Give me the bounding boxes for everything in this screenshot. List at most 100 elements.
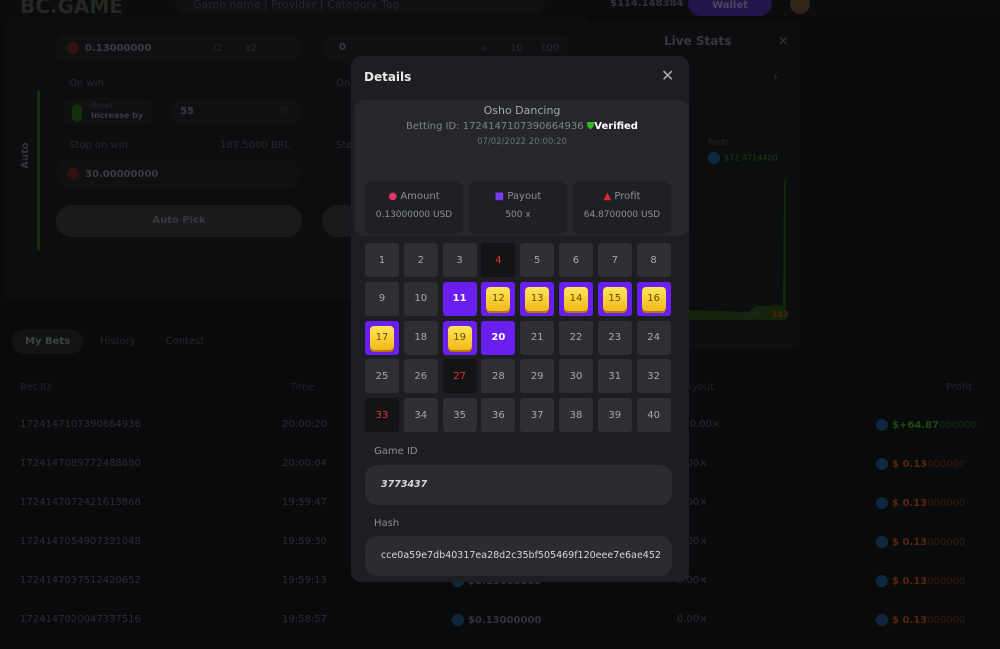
tab-my-bets[interactable]: My Bets <box>12 329 84 354</box>
col-time: Time <box>290 382 315 393</box>
on-loss-label: On <box>336 78 351 89</box>
live-stats-close[interactable]: ✕ <box>778 34 789 48</box>
profit-icon: ▲ <box>603 191 612 202</box>
cell[interactable]: 23 <box>597 320 632 355</box>
gem-icon: 17 <box>370 325 394 350</box>
cell[interactable]: 30 <box>558 359 593 394</box>
cell[interactable]: 3 <box>442 243 477 277</box>
cell[interactable]: 26 <box>403 359 438 394</box>
live-stats-title: Live Stats <box>664 34 732 48</box>
betting-id: Betting ID: 1724147107390664936 ⛊Verifie… <box>406 121 638 132</box>
time-cell: 20:00:04 <box>282 458 327 469</box>
bets-10[interactable]: 10 <box>510 43 523 54</box>
cell[interactable]: 25 <box>365 359 399 394</box>
tab-history[interactable]: History <box>100 336 136 347</box>
col-payout: Payout <box>680 382 715 393</box>
bet-id-cell: 1724147020047337516 <box>20 614 141 625</box>
cell[interactable]: 6 <box>558 243 593 277</box>
cell[interactable]: 38 <box>558 398 593 433</box>
stop-on-win-input[interactable]: 30.00000000 <box>57 160 300 188</box>
bet-id-cell: 1724147072421613868 <box>20 497 141 508</box>
modal-title: Details <box>364 70 412 84</box>
cell[interactable]: 8 <box>636 243 671 277</box>
cell[interactable]: 40 <box>636 398 671 433</box>
coin-icon <box>708 152 720 164</box>
bet-datetime: 07/02/2022 20:00:20 <box>477 137 567 147</box>
cell[interactable]: 21 <box>520 320 555 355</box>
profit-cell: $ 0.13000000 <box>876 575 965 587</box>
on-win-toggle[interactable]: Reset Increase by <box>62 98 154 126</box>
logo[interactable]: BC.GAME <box>20 0 123 18</box>
auto-pick-button[interactable]: Auto Pick <box>56 205 302 237</box>
cell-hit[interactable]: 14 <box>558 281 593 316</box>
tab-contest[interactable]: Contest <box>165 336 205 347</box>
gem-icon: 13 <box>525 286 550 311</box>
close-icon[interactable]: ✕ <box>661 66 675 85</box>
balance: $114.148384 <box>610 0 684 9</box>
bet-id-cell: 1724147107390664936 <box>20 419 141 430</box>
cell[interactable]: 37 <box>520 398 555 433</box>
toggle-switch[interactable] <box>72 104 82 122</box>
cell-picked[interactable]: 20 <box>481 320 516 355</box>
cell[interactable]: 35 <box>442 398 477 433</box>
cell[interactable]: 9 <box>365 281 399 316</box>
cell[interactable]: 28 <box>481 359 516 394</box>
gem-icon: 19 <box>447 325 472 350</box>
cell-drawn-miss[interactable]: 4 <box>481 243 516 277</box>
cell[interactable]: 2 <box>403 243 438 277</box>
cell[interactable]: 39 <box>597 398 632 433</box>
details-modal: Details ✕ Osho Dancing Betting ID: 17241… <box>351 56 689 582</box>
bets-100[interactable]: 100 <box>540 43 560 54</box>
cell-hit[interactable]: 16 <box>636 281 671 316</box>
gem-icon: 12 <box>486 286 511 311</box>
bets-tabs: My Bets History Contest <box>12 329 217 354</box>
cell-picked[interactable]: 11 <box>442 281 477 316</box>
cell-hit[interactable]: 12 <box>481 281 516 316</box>
cell[interactable]: 7 <box>597 243 632 277</box>
double-button[interactable]: x2 <box>245 43 258 54</box>
cell[interactable]: 36 <box>481 398 516 433</box>
profit-chart <box>688 180 786 320</box>
bets-infinite[interactable]: ∞ <box>480 43 489 54</box>
payout-cell: 0.00× <box>677 614 708 625</box>
increase-input[interactable]: 55 % <box>170 98 300 126</box>
col-profit: Profit <box>946 382 973 393</box>
cell[interactable]: 31 <box>597 359 632 394</box>
player-name[interactable]: Osho Dancing <box>483 104 561 117</box>
game-id-field[interactable]: 3773437 <box>365 465 672 505</box>
payout-cell: 0.00× <box>677 536 708 547</box>
cell[interactable]: 32 <box>636 359 671 394</box>
cell-drawn-miss[interactable]: 27 <box>442 359 477 394</box>
chevron-right-icon[interactable]: › <box>773 70 778 84</box>
avatar[interactable] <box>790 0 810 14</box>
hash-field[interactable]: cce0a59e7db40317ea28d2c35bf505469f120eee… <box>365 536 672 576</box>
cell[interactable]: 10 <box>403 281 438 316</box>
verified-badge: Verified <box>594 121 638 132</box>
cell-hit[interactable]: 13 <box>520 281 555 316</box>
stat-profit: ▲ Profit 64.8700000 USD <box>573 181 671 234</box>
search-input[interactable]: Game name | Provider | Category Tag <box>175 0 545 14</box>
payout-cell: 0.00× <box>677 575 708 586</box>
cell[interactable]: 34 <box>403 398 438 433</box>
col-bet-id: Bet ID <box>20 382 51 393</box>
profit-cell: $ 0.13000000 <box>876 614 965 626</box>
cell[interactable]: 22 <box>558 320 593 355</box>
coin-icon <box>452 614 464 626</box>
wallet-button[interactable]: Wallet <box>688 0 772 16</box>
cell-hit[interactable]: 19 <box>442 320 477 355</box>
gem-icon: 14 <box>563 286 588 311</box>
stat-payout: ■ Payout 500 x <box>469 181 567 234</box>
cell[interactable]: 18 <box>403 320 438 355</box>
payout-cell: 500.00× <box>677 419 721 430</box>
cell-hit[interactable]: 15 <box>597 281 632 316</box>
cell[interactable]: 24 <box>636 320 671 355</box>
amount-input[interactable]: 0.13000000 <box>57 34 300 62</box>
cell[interactable]: 5 <box>520 243 555 277</box>
cell-drawn-miss[interactable]: 33 <box>365 398 399 433</box>
coins-icon: ● <box>388 191 398 202</box>
half-button[interactable]: /2 <box>213 43 223 54</box>
time-cell: 19:59:47 <box>282 497 327 508</box>
cell[interactable]: 29 <box>520 359 555 394</box>
cell[interactable]: 1 <box>365 243 399 277</box>
cell-hit[interactable]: 17 <box>365 320 399 355</box>
